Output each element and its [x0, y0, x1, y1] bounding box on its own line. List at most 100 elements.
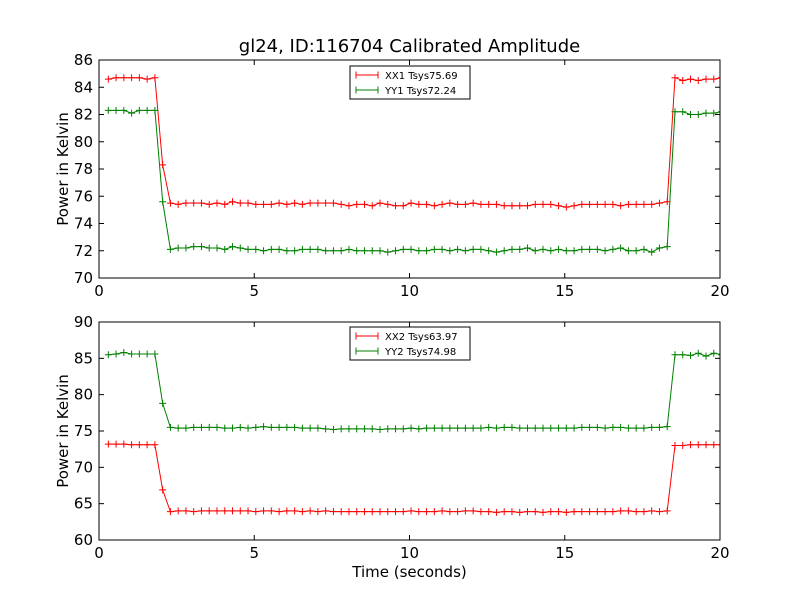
- data-point: [229, 243, 237, 251]
- data-point: [601, 508, 609, 516]
- data-point: [586, 200, 594, 208]
- y-tick-label: 72: [74, 242, 93, 260]
- data-point: [306, 199, 314, 207]
- data-point: [314, 424, 322, 432]
- data-point: [205, 423, 213, 431]
- data-point: [570, 247, 578, 255]
- y-tick-label: 85: [74, 349, 93, 367]
- data-point: [640, 508, 648, 516]
- data-point: [446, 247, 454, 255]
- data-point: [205, 200, 213, 208]
- data-point: [197, 243, 205, 251]
- data-point: [523, 424, 531, 432]
- data-point: [710, 349, 718, 357]
- data-point: [143, 441, 151, 449]
- data-point: [384, 425, 392, 433]
- data-point: [244, 245, 252, 253]
- data-point: [337, 247, 345, 255]
- data-point: [298, 508, 306, 516]
- y-tick-label: 80: [74, 386, 93, 404]
- data-point: [236, 199, 244, 207]
- y-tick-label: 70: [74, 269, 93, 287]
- data-point: [601, 424, 609, 432]
- data-point: [601, 247, 609, 255]
- y-tick-label: 76: [74, 187, 93, 205]
- data-point: [104, 351, 112, 359]
- x-tick-label: 10: [400, 282, 419, 300]
- data-point: [384, 508, 392, 516]
- data-point: [446, 508, 454, 516]
- data-point: [283, 247, 291, 255]
- data-point: [632, 508, 640, 516]
- legend-label: YY1 Tsys72.24: [384, 86, 456, 97]
- data-point: [244, 424, 252, 432]
- data-point: [345, 202, 353, 210]
- data-point: [120, 440, 128, 448]
- data-point: [360, 425, 368, 433]
- legend-marker: [355, 86, 379, 94]
- data-point: [702, 352, 710, 360]
- data-point: [298, 424, 306, 432]
- data-point: [112, 74, 120, 82]
- data-point: [438, 200, 446, 208]
- data-point: [260, 507, 268, 515]
- data-point: [143, 106, 151, 114]
- data-point: [531, 200, 539, 208]
- data-point: [345, 425, 353, 433]
- data-point: [306, 424, 314, 432]
- data-point: [694, 111, 702, 118]
- data-point: [500, 423, 508, 431]
- data-point: [283, 200, 291, 208]
- data-point: [159, 198, 167, 206]
- data-point: [197, 423, 205, 431]
- data-point: [229, 198, 237, 206]
- data-point: [283, 423, 291, 431]
- data-point: [477, 508, 485, 516]
- data-point: [128, 350, 136, 358]
- data-point: [112, 106, 120, 114]
- data-point: [609, 245, 617, 253]
- legend-label: XX1 Tsys75.69: [385, 71, 458, 82]
- data-point: [260, 200, 268, 208]
- data-point: [485, 423, 493, 431]
- series-1: [104, 349, 720, 434]
- data-point: [120, 106, 128, 114]
- legend-marker: [355, 347, 379, 355]
- y-tick-label: 65: [74, 495, 93, 513]
- data-point: [360, 247, 368, 255]
- data-point: [508, 423, 516, 431]
- data-point: [298, 200, 306, 208]
- data-point: [547, 247, 555, 255]
- x-tick-label: 5: [249, 282, 259, 300]
- legend-marker: [355, 332, 379, 340]
- data-point: [182, 507, 190, 515]
- data-point: [578, 245, 586, 253]
- data-point: [407, 245, 415, 253]
- data-point: [617, 423, 625, 431]
- data-point: [710, 109, 718, 117]
- data-point: [221, 200, 229, 208]
- data-point: [151, 106, 159, 114]
- data-point: [624, 200, 632, 208]
- data-point: [244, 199, 252, 207]
- y-tick-label: 82: [74, 106, 93, 124]
- data-point: [337, 200, 345, 208]
- data-point: [236, 507, 244, 515]
- data-point: [671, 442, 679, 450]
- data-point: [337, 508, 345, 516]
- data-point: [477, 424, 485, 432]
- data-point: [648, 200, 656, 208]
- data-point: [399, 245, 407, 253]
- data-point: [252, 423, 260, 431]
- data-point: [267, 423, 275, 431]
- data-point: [562, 247, 570, 255]
- data-point: [718, 77, 720, 79]
- data-point: [291, 423, 299, 431]
- data-point: [609, 200, 617, 208]
- data-point: [252, 508, 260, 516]
- data-point: [632, 247, 640, 255]
- data-point: [415, 508, 423, 516]
- data-point: [500, 202, 508, 210]
- legend-marker: [355, 71, 379, 79]
- data-point: [655, 244, 663, 252]
